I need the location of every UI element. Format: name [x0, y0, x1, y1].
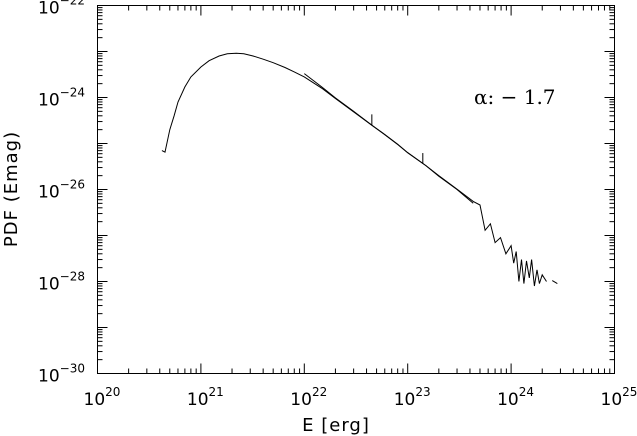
- plot-frame: [97, 5, 615, 374]
- y-tick-label: 10−22: [38, 0, 85, 19]
- x-tick-label: 1024: [497, 385, 534, 410]
- x-axis-title: E [erg]: [302, 415, 370, 436]
- y-tick-label: 10−26: [38, 178, 85, 203]
- x-tick-label: 1020: [84, 385, 121, 410]
- y-axis-title: PDF (Emag): [1, 131, 22, 247]
- y-tick-label: 10−28: [38, 270, 85, 295]
- powerlaw-fit-line: [303, 73, 474, 204]
- x-tick-label: 1025: [601, 385, 637, 410]
- y-axis-tick-labels: 10−30 10−28 10−26 10−24 10−22: [38, 0, 85, 387]
- tail-segment: [551, 280, 558, 285]
- y-axis-ticks: [97, 5, 615, 374]
- slope-annotation: α: − 1.7: [474, 85, 556, 109]
- x-axis-ticks: [97, 5, 615, 374]
- series-group: [161, 52, 558, 287]
- y-tick-label: 10−30: [38, 362, 85, 387]
- x-axis-tick-labels: 1020 1021 1022 1023 1024 1025: [84, 385, 637, 410]
- y-tick-label: 10−24: [38, 86, 85, 111]
- x-tick-label: 1022: [290, 385, 327, 410]
- x-tick-label: 1021: [187, 385, 224, 410]
- x-tick-label: 1023: [394, 385, 431, 410]
